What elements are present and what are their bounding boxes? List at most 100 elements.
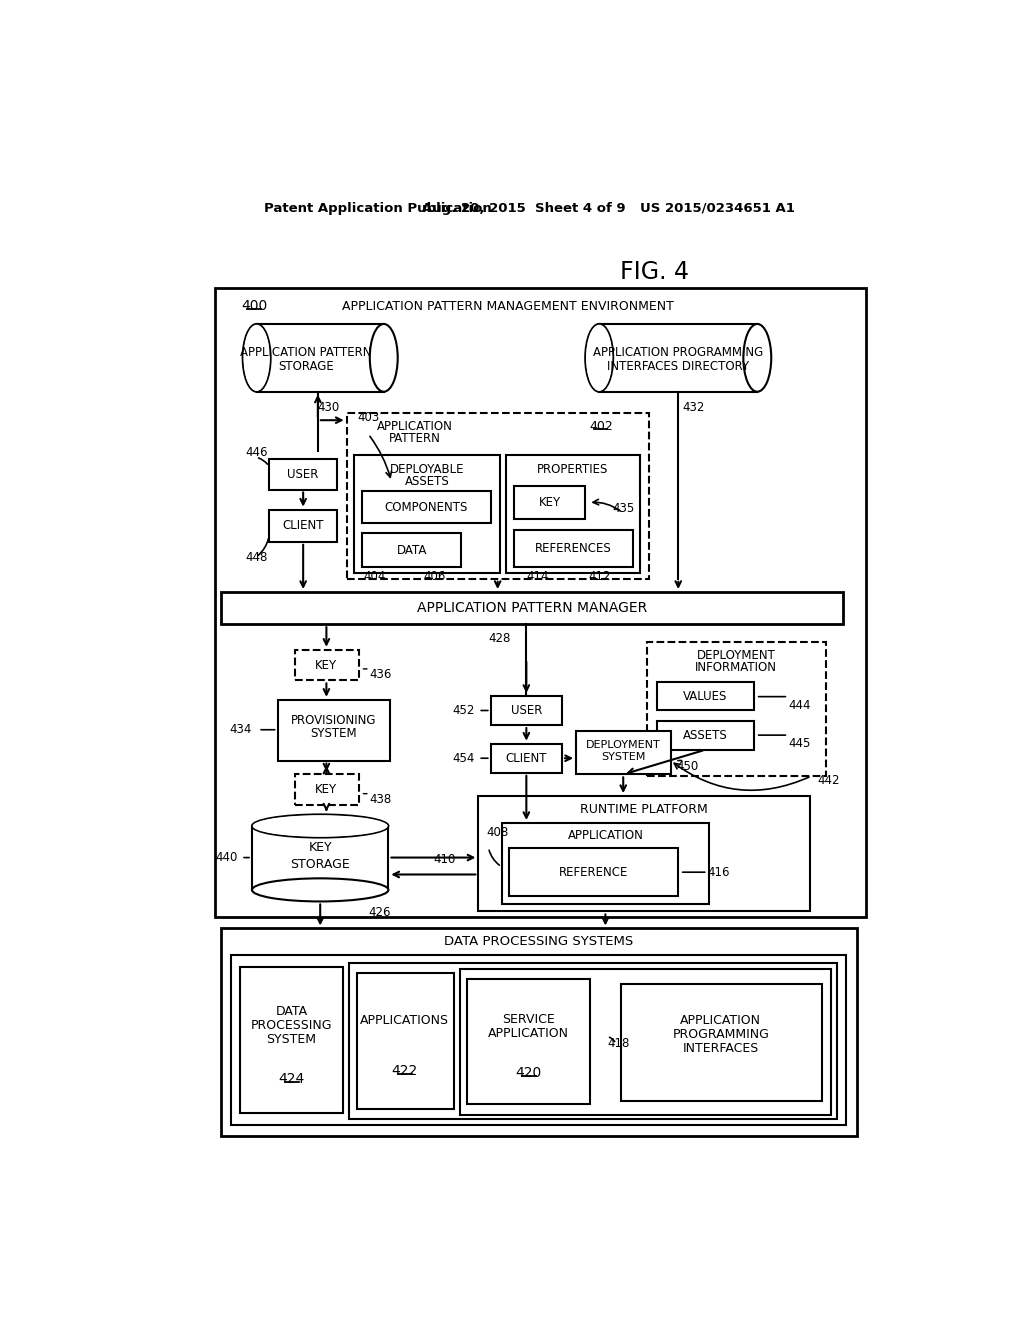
Text: USER: USER [511,704,542,717]
Text: 434: 434 [229,723,252,737]
Text: 428: 428 [488,631,511,644]
Text: CLIENT: CLIENT [283,519,324,532]
Text: APPLICATION: APPLICATION [567,829,643,842]
Bar [257,323,384,392]
Text: DEPLOYMENT: DEPLOYMENT [586,741,660,750]
Text: 420: 420 [515,1067,542,1080]
Bar [657,682,755,710]
Text: 418: 418 [607,1038,630,1051]
Text: 430: 430 [317,400,340,413]
Bar [362,491,490,524]
Text: APPLICATIONS: APPLICATIONS [360,1014,450,1027]
Bar [215,288,866,917]
Text: KEY: KEY [315,659,338,672]
Text: 416: 416 [708,866,730,879]
Text: INFORMATION: INFORMATION [695,661,777,675]
Bar [647,642,825,776]
Ellipse shape [253,816,388,837]
Text: CLIENT: CLIENT [506,751,547,764]
Bar [269,510,337,543]
Bar [478,796,810,911]
Bar [490,696,562,725]
Text: APPLICATION: APPLICATION [488,1027,569,1040]
Text: 444: 444 [788,698,811,711]
Ellipse shape [586,323,613,392]
Ellipse shape [252,814,388,838]
Text: 422: 422 [391,1064,418,1078]
Text: US 2015/0234651 A1: US 2015/0234651 A1 [640,202,795,215]
Text: 412: 412 [588,570,610,583]
Text: INTERFACES DIRECTORY: INTERFACES DIRECTORY [607,360,750,372]
Text: APPLICATION PROGRAMMING: APPLICATION PROGRAMMING [593,346,763,359]
Bar [621,983,821,1101]
Bar [467,979,590,1104]
Ellipse shape [243,323,270,392]
Bar [599,323,758,392]
Text: Aug. 20, 2015  Sheet 4 of 9: Aug. 20, 2015 Sheet 4 of 9 [423,202,626,215]
Text: REFERENCES: REFERENCES [536,543,612,556]
Text: DEPLOYMENT: DEPLOYMENT [697,649,776,663]
Text: COMPONENTS: COMPONENTS [385,500,468,513]
Text: PATTERN: PATTERN [389,432,440,445]
Text: KEY: KEY [308,841,332,854]
Text: 435: 435 [612,502,635,515]
Text: DATA PROCESSING SYSTEMS: DATA PROCESSING SYSTEMS [444,935,634,948]
Text: VALUES: VALUES [683,690,728,704]
Text: 426: 426 [369,907,391,920]
Bar [356,973,454,1109]
Text: SERVICE: SERVICE [503,1012,555,1026]
Text: 432: 432 [682,400,705,413]
Text: RUNTIME PLATFORM: RUNTIME PLATFORM [581,803,708,816]
Text: 424: 424 [279,1072,305,1085]
Bar [231,956,847,1125]
Ellipse shape [586,325,612,391]
Text: APPLICATION: APPLICATION [377,420,453,433]
Bar [514,486,586,519]
Text: 403: 403 [357,412,380,425]
Bar [490,743,562,774]
Text: Patent Application Publication: Patent Application Publication [263,202,492,215]
Text: SYSTEM: SYSTEM [601,752,645,763]
Text: 452: 452 [453,704,475,717]
Bar [575,731,671,775]
Bar [295,649,359,681]
Text: 450: 450 [677,760,699,774]
Text: PROGRAMMING: PROGRAMMING [673,1028,769,1041]
Ellipse shape [244,325,270,391]
Text: INTERFACES: INTERFACES [683,1041,759,1055]
Text: 410: 410 [433,853,456,866]
Text: APPLICATION PATTERN: APPLICATION PATTERN [241,346,372,359]
Text: 400: 400 [242,300,267,313]
Text: PROCESSING: PROCESSING [251,1019,332,1032]
Text: ASSETS: ASSETS [404,474,450,487]
Bar [349,964,838,1119]
Bar [506,455,640,573]
Text: KEY: KEY [315,783,338,796]
Text: DATA: DATA [396,544,427,557]
Text: 445: 445 [788,737,811,750]
Bar [252,826,388,890]
Text: 436: 436 [370,668,392,681]
Text: PROPERTIES: PROPERTIES [538,463,608,477]
Text: 414: 414 [526,570,549,583]
Bar [502,822,710,904]
Text: 442: 442 [818,774,841,787]
Bar [514,529,633,566]
Text: APPLICATION PATTERN MANAGEMENT ENVIRONMENT: APPLICATION PATTERN MANAGEMENT ENVIRONME… [342,300,674,313]
Text: 402: 402 [589,420,612,433]
Bar [295,775,359,805]
Text: 438: 438 [370,792,392,805]
Bar [278,700,390,760]
Text: SYSTEM: SYSTEM [266,1032,316,1045]
Text: PROVISIONING: PROVISIONING [291,714,376,727]
Text: 454: 454 [453,751,475,764]
Bar [362,533,461,566]
Bar [509,847,678,896]
Text: 406: 406 [423,570,445,583]
Text: APPLICATION: APPLICATION [680,1014,762,1027]
Text: 404: 404 [364,570,386,583]
Ellipse shape [252,878,388,902]
Text: FIG. 4: FIG. 4 [621,260,689,284]
Ellipse shape [743,323,771,392]
Text: APPLICATION PATTERN MANAGER: APPLICATION PATTERN MANAGER [417,601,647,615]
